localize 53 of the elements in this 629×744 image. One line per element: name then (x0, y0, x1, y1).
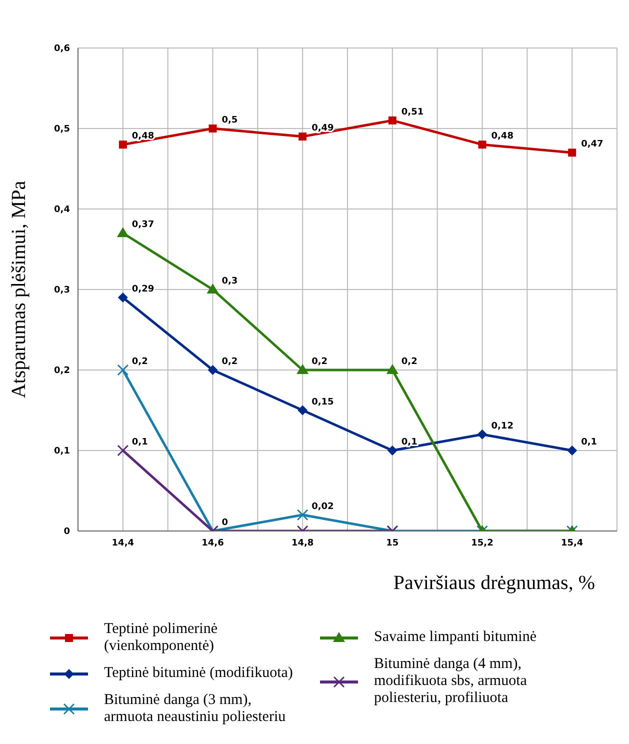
data-label: 0,48 (132, 132, 154, 142)
y-tick-label: 0,2 (54, 366, 70, 376)
point (388, 116, 396, 124)
x-axis-title: Paviršiaus drėgnumas, % (393, 572, 595, 594)
data-label: 0,2 (312, 357, 328, 367)
data-label: 0,48 (491, 132, 514, 142)
legend-label: Bituminė danga (3 mm), armuota neaustiniu poliesteriu (104, 692, 287, 726)
point (298, 132, 307, 141)
x-tick-label: 15,4 (560, 538, 584, 548)
point (206, 284, 219, 294)
x-tick-label: 15 (386, 538, 399, 548)
x-tick-label: 14,4 (112, 538, 134, 548)
data-label: 0,15 (312, 397, 334, 408)
data-label: 0,47 (581, 140, 604, 150)
y-tick-label: 0,6 (54, 44, 70, 54)
point (208, 365, 218, 375)
data-label: 0,2 (401, 357, 418, 367)
y-tick-label: 0,3 (54, 286, 70, 296)
point (208, 124, 217, 132)
y-tick-label: 0 (64, 527, 70, 538)
point (386, 364, 398, 374)
x-tick-label: 15,2 (471, 538, 494, 548)
data-label: 0,51 (401, 107, 424, 118)
data-label: 0,5 (222, 116, 238, 126)
y-tick-label: 0,1 (54, 446, 70, 457)
point (118, 292, 128, 303)
data-label: 0,1 (401, 438, 418, 448)
legend-label: Teptinė polimerinė (vienkomponentė) (104, 621, 218, 655)
point (478, 140, 486, 149)
x-tick-label: 14,6 (202, 538, 224, 548)
data-label: 0,2 (132, 357, 148, 367)
y-tick-label: 0,5 (54, 124, 70, 135)
y-tick-label: 0,4 (54, 205, 70, 216)
point (117, 364, 129, 376)
data-label: 0,2 (222, 357, 238, 367)
data-label: 0,29 (132, 284, 154, 295)
data-label: 0,1 (581, 438, 598, 448)
legend-label: Savaime limpanti bituminė (374, 629, 536, 646)
legend-label: Teptinė bituminė (modifikuota) (104, 665, 293, 682)
data-label: 0,49 (312, 124, 334, 134)
y-axis-title: Atsparumas plėšimui, MPa (8, 180, 30, 398)
point (296, 364, 309, 374)
data-label: 0,1 (132, 438, 148, 448)
point (568, 148, 576, 157)
point (116, 227, 129, 238)
data-label: 0 (222, 518, 228, 528)
point (118, 140, 127, 149)
data-label: 0,3 (222, 276, 238, 286)
data-label: 0,37 (132, 220, 154, 230)
legend-label: Bituminė danga (4 mm), modifikuota sbs, armuota poliesteriu, profiliuota (374, 656, 528, 707)
data-label: 0,12 (491, 421, 514, 432)
data-label: 0,02 (312, 502, 334, 512)
x-tick-label: 14,8 (291, 538, 314, 548)
